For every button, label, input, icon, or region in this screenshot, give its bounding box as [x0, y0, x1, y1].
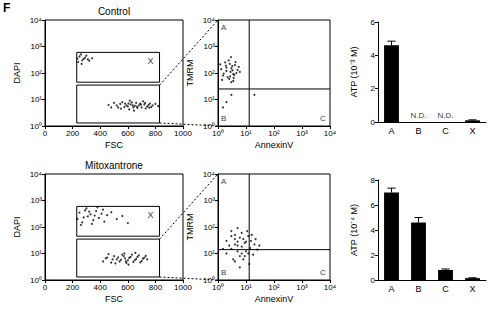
svg-text:10³: 10³ — [296, 129, 308, 138]
svg-text:TMRM: TMRM — [185, 60, 195, 87]
svg-text:B: B — [415, 126, 421, 136]
svg-text:AnnexinV: AnnexinV — [255, 294, 294, 304]
svg-text:Control: Control — [98, 6, 130, 17]
svg-text:10²: 10² — [268, 129, 280, 138]
svg-text:C: C — [442, 284, 449, 294]
svg-text:X: X — [148, 210, 154, 220]
svg-text:10²: 10² — [30, 69, 42, 78]
svg-text:10¹: 10¹ — [30, 95, 42, 104]
svg-text:10⁰: 10⁰ — [203, 275, 215, 285]
svg-text:8: 8 — [371, 176, 376, 185]
svg-text:X: X — [469, 284, 475, 294]
svg-text:2: 2 — [371, 251, 376, 260]
svg-text:AnnexinV: AnnexinV — [255, 140, 294, 150]
svg-text:10¹: 10¹ — [203, 249, 215, 258]
svg-text:200: 200 — [66, 283, 80, 292]
svg-text:0: 0 — [371, 276, 376, 285]
svg-text:400: 400 — [94, 283, 108, 292]
svg-text:ATP (10⁻³ M): ATP (10⁻³ M) — [349, 46, 359, 97]
svg-text:10⁴: 10⁴ — [203, 170, 216, 179]
svg-text:FSC: FSC — [105, 140, 124, 150]
svg-text:10³: 10³ — [30, 42, 42, 51]
svg-text:C: C — [442, 126, 449, 136]
svg-text:X: X — [148, 56, 154, 66]
svg-text:600: 600 — [121, 283, 135, 292]
svg-text:10¹: 10¹ — [30, 249, 42, 258]
svg-text:800: 800 — [149, 129, 163, 138]
svg-text:4: 4 — [371, 51, 376, 60]
svg-text:400: 400 — [94, 129, 108, 138]
svg-text:4: 4 — [371, 226, 376, 235]
svg-text:10⁴: 10⁴ — [203, 16, 216, 25]
svg-text:10⁴: 10⁴ — [324, 129, 337, 138]
svg-text:ATP (10⁻⁴ M): ATP (10⁻⁴ M) — [349, 204, 359, 256]
svg-text:800: 800 — [149, 283, 163, 292]
svg-text:600: 600 — [121, 129, 135, 138]
svg-text:A: A — [221, 177, 227, 186]
svg-text:2: 2 — [371, 84, 376, 93]
svg-text:200: 200 — [66, 129, 80, 138]
svg-text:1000: 1000 — [174, 129, 192, 138]
svg-text:10¹: 10¹ — [240, 283, 252, 292]
svg-text:10²: 10² — [268, 283, 280, 292]
svg-text:6: 6 — [371, 201, 376, 210]
svg-text:A: A — [388, 126, 394, 136]
svg-text:0: 0 — [371, 118, 376, 127]
svg-text:B: B — [221, 268, 226, 277]
svg-text:FSC: FSC — [105, 294, 124, 304]
svg-text:N.D.: N.D. — [411, 111, 427, 120]
svg-text:0: 0 — [43, 129, 48, 138]
svg-text:10²: 10² — [203, 223, 215, 232]
svg-text:1000: 1000 — [174, 283, 192, 292]
svg-text:F: F — [3, 1, 10, 15]
svg-text:10⁴: 10⁴ — [324, 283, 337, 292]
svg-text:10¹: 10¹ — [203, 95, 215, 104]
svg-text:DAPI: DAPI — [12, 216, 22, 237]
svg-text:10²: 10² — [203, 69, 215, 78]
svg-text:B: B — [415, 284, 421, 294]
svg-text:N.D.: N.D. — [438, 111, 454, 120]
svg-text:B: B — [221, 114, 226, 123]
svg-text:10³: 10³ — [203, 42, 215, 51]
svg-text:C: C — [320, 268, 326, 277]
svg-text:10⁰: 10⁰ — [203, 121, 215, 131]
svg-text:10⁰: 10⁰ — [30, 276, 42, 285]
svg-text:10⁴: 10⁴ — [30, 170, 43, 179]
svg-text:10³: 10³ — [296, 283, 308, 292]
svg-text:10⁴: 10⁴ — [30, 16, 43, 25]
svg-text:10³: 10³ — [30, 196, 42, 205]
svg-text:A: A — [388, 284, 394, 294]
svg-text:TMRM: TMRM — [185, 214, 195, 241]
svg-text:DAPI: DAPI — [12, 62, 22, 83]
svg-text:C: C — [320, 114, 326, 123]
svg-text:6: 6 — [371, 18, 376, 27]
svg-text:X: X — [469, 126, 475, 136]
svg-text:10⁰: 10⁰ — [212, 283, 224, 292]
svg-text:10⁰: 10⁰ — [30, 122, 42, 131]
svg-text:A: A — [221, 23, 227, 32]
svg-text:0: 0 — [43, 283, 48, 292]
svg-text:10²: 10² — [30, 223, 42, 232]
svg-text:Mitoxantrone: Mitoxantrone — [85, 160, 143, 171]
svg-text:10¹: 10¹ — [240, 129, 252, 138]
svg-text:10³: 10³ — [203, 196, 215, 205]
svg-text:10⁰: 10⁰ — [212, 129, 224, 138]
